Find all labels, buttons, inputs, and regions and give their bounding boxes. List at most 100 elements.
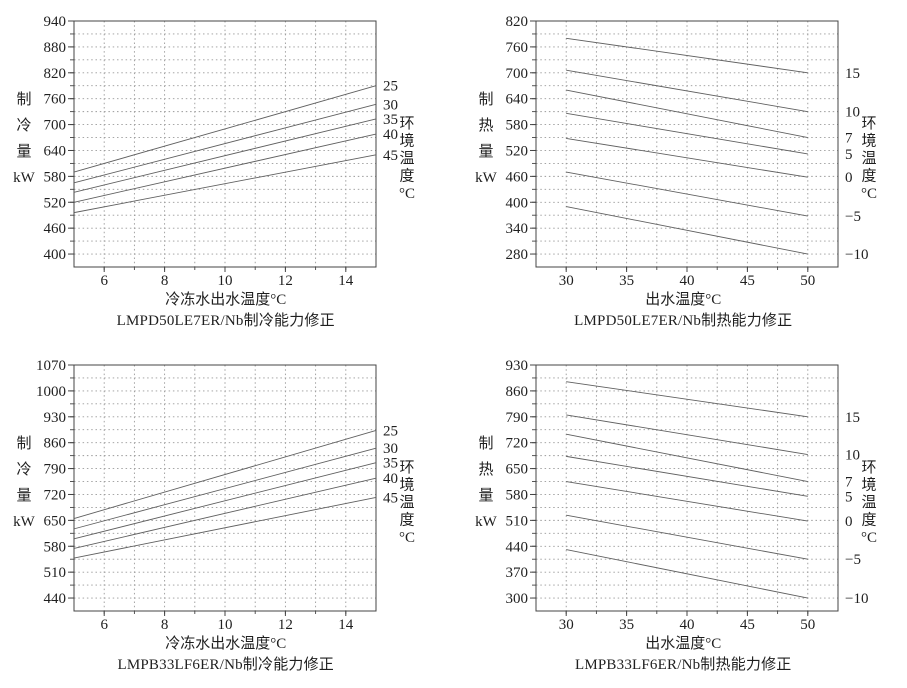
- series-line-30: [73, 447, 377, 530]
- y-tick-label: 820: [506, 14, 529, 30]
- legend-title-char: 境: [861, 476, 876, 494]
- plot-border: [73, 364, 377, 612]
- legend-title-char: 环: [861, 460, 876, 476]
- y-tick-label: 760: [506, 40, 529, 56]
- legend-title-char: 环: [399, 460, 414, 476]
- legend-label-25: 25: [383, 79, 398, 95]
- y-axis-label-char: kW: [13, 514, 36, 530]
- y-tick-label: 1000: [36, 384, 66, 400]
- series-line-7: [566, 433, 808, 482]
- legend-label-40: 40: [383, 471, 398, 487]
- x-axis-label: 冷冻水出水温度°C: [165, 636, 287, 652]
- y-tick-label: 880: [44, 40, 67, 56]
- y-tick-label: 700: [44, 118, 67, 134]
- legend-title-char: 温: [399, 150, 414, 167]
- y-tick-label: 440: [506, 539, 529, 555]
- y-axis-label-char: kW: [475, 514, 498, 530]
- legend-label-15: 15: [845, 410, 860, 426]
- x-axis-label: 出水温度°C: [645, 292, 722, 308]
- y-tick-label: 510: [44, 565, 67, 581]
- y-tick-label: 820: [44, 66, 67, 82]
- x-tick-label: 14: [338, 617, 354, 633]
- legend-label-0: 0: [845, 514, 853, 530]
- y-axis-label-char: 冷: [16, 461, 31, 478]
- legend-label-10: 10: [845, 448, 860, 464]
- chart-lmpb33lf6er-cooling: 6 8 10 12 14 440 510 580 650 720 790 860 930 1000 1070…: [0, 344, 453, 688]
- y-tick-label: 640: [506, 92, 529, 108]
- chart-lmpb33lf6er-heating-canvas: 30 35 40 45 50300370440510580650720790860930…: [475, 358, 877, 633]
- series-line-40: [73, 477, 377, 549]
- x-tick-label: 12: [278, 273, 293, 289]
- legend-label-5: 5: [845, 489, 853, 505]
- series-line-−5: [566, 514, 808, 560]
- y-tick-label: 700: [506, 66, 529, 82]
- chart-lmpd50le7er-heating: 30 35 40 45 50 280 340 400 460 520 580 640 700 760 820…: [453, 0, 906, 344]
- x-tick-label: 12: [278, 617, 293, 633]
- legend-label-35: 35: [383, 112, 398, 128]
- series-line-5: [566, 455, 808, 497]
- series-line-30: [73, 103, 377, 184]
- legend-title-char: 温: [399, 494, 414, 511]
- series-line-−10: [566, 206, 808, 255]
- series-line-−10: [566, 549, 808, 599]
- legend-label-40: 40: [383, 127, 398, 143]
- chart-lmpd50le7er-heating-canvas: 30 35 40 45 50280340400460520580640700760820…: [475, 14, 877, 289]
- series-line-10: [566, 69, 808, 113]
- legend-title-char: 温: [861, 150, 876, 167]
- legend-title-char: 度: [861, 512, 876, 529]
- legend-label-−5: −5: [845, 209, 861, 225]
- legend-title-char: 环: [861, 116, 876, 132]
- legend-label-7: 7: [845, 475, 853, 491]
- x-tick-label: 40: [680, 617, 695, 633]
- y-tick-label: 520: [44, 195, 67, 211]
- legend-label-5: 5: [845, 147, 853, 163]
- y-axis-label-char: 制: [16, 435, 31, 452]
- y-tick-label: 650: [44, 513, 67, 529]
- series-line-45: [73, 154, 377, 214]
- x-axis-label: 出水温度°C: [645, 636, 722, 652]
- x-tick-label: 8: [161, 617, 169, 633]
- legend-label-30: 30: [383, 97, 398, 113]
- y-tick-label: 720: [506, 436, 529, 452]
- series-line-15: [566, 37, 808, 74]
- y-tick-label: 860: [506, 384, 529, 400]
- y-axis-label-char: 量: [16, 488, 31, 504]
- legend-label-35: 35: [383, 456, 398, 472]
- x-tick-label: 30: [559, 273, 574, 289]
- y-tick-label: 460: [44, 221, 67, 237]
- x-axis-label: 冷冻水出水温度°C: [165, 292, 287, 308]
- series-line-25: [73, 430, 377, 519]
- plot-border: [535, 364, 839, 612]
- y-axis-label-char: 量: [478, 488, 493, 504]
- legend-label-30: 30: [383, 441, 398, 457]
- series-line-15: [566, 381, 808, 418]
- y-tick-label: 370: [506, 565, 529, 581]
- x-tick-label: 35: [619, 273, 634, 289]
- y-tick-label: 650: [506, 462, 529, 478]
- series-line-−5: [566, 171, 808, 217]
- y-tick-label: 940: [44, 14, 67, 30]
- y-tick-label: 930: [506, 358, 529, 374]
- series-line-40: [73, 133, 377, 203]
- x-tick-label: 45: [740, 273, 755, 289]
- series-line-10: [566, 414, 808, 455]
- legend-label-25: 25: [383, 423, 398, 439]
- y-axis-label-char: 热: [478, 461, 493, 478]
- legend-title-char: °C: [861, 186, 877, 202]
- legend-label-45: 45: [383, 148, 398, 164]
- series-line-25: [73, 85, 377, 173]
- legend-title-char: 度: [861, 168, 876, 185]
- y-axis-label-char: kW: [475, 170, 498, 186]
- x-tick-label: 10: [218, 617, 233, 633]
- x-tick-label: 10: [218, 273, 233, 289]
- plot-border: [73, 20, 377, 268]
- series-line-35: [73, 118, 377, 193]
- x-tick-label: 40: [680, 273, 695, 289]
- legend-label-7: 7: [845, 131, 853, 147]
- legend-label-−10: −10: [845, 247, 868, 263]
- legend-label-15: 15: [845, 66, 860, 82]
- y-tick-label: 640: [44, 143, 67, 159]
- y-tick-label: 580: [44, 169, 67, 185]
- y-tick-label: 460: [506, 169, 529, 185]
